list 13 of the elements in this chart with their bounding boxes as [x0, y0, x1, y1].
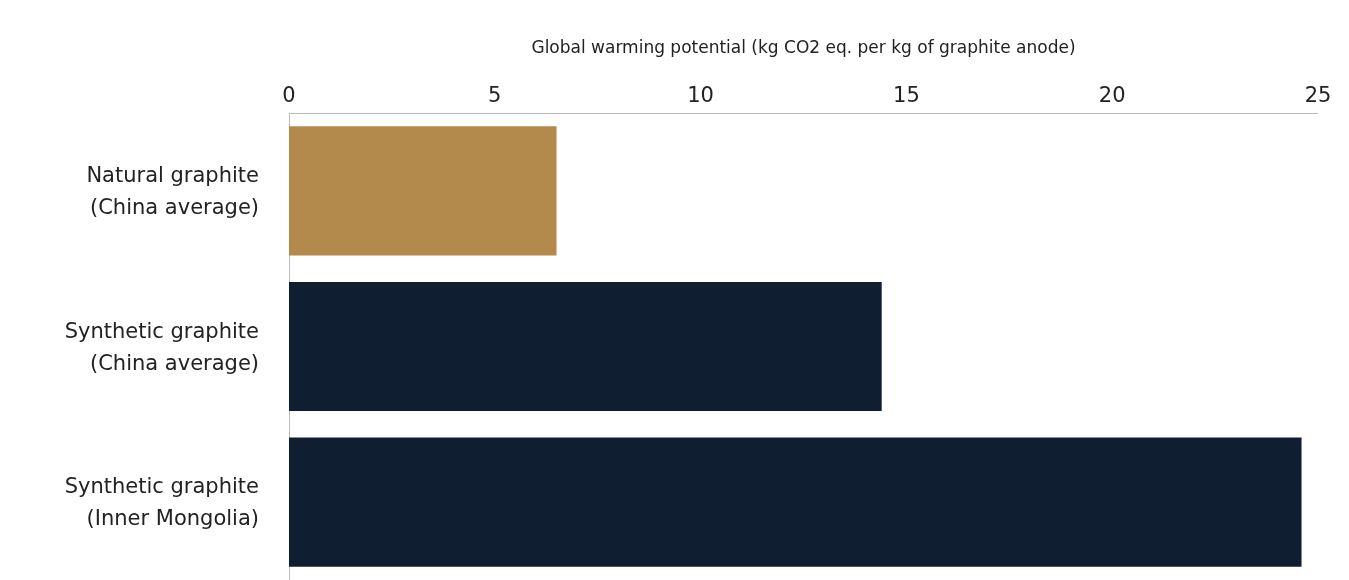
bar — [289, 126, 557, 256]
bar — [289, 281, 882, 412]
y-tick-label: Synthetic graphite (China average) — [64, 318, 259, 375]
x-tick-label: 20 — [1098, 82, 1126, 107]
x-tick-label: 10 — [687, 82, 714, 107]
x-axis-title: Global warming potential (kg CO2 eq. per kg of graphite anode) — [531, 36, 1076, 57]
y-tick-label: Natural graphite (China average) — [86, 162, 259, 219]
y-tick-label: Synthetic graphite (Inner Mongolia) — [64, 474, 259, 531]
x-tick-label: 25 — [1304, 82, 1332, 107]
x-tick-label: 15 — [893, 82, 920, 107]
x-tick-label: 5 — [488, 82, 502, 107]
x-tick-label: 0 — [282, 82, 296, 107]
bar — [289, 437, 1302, 567]
